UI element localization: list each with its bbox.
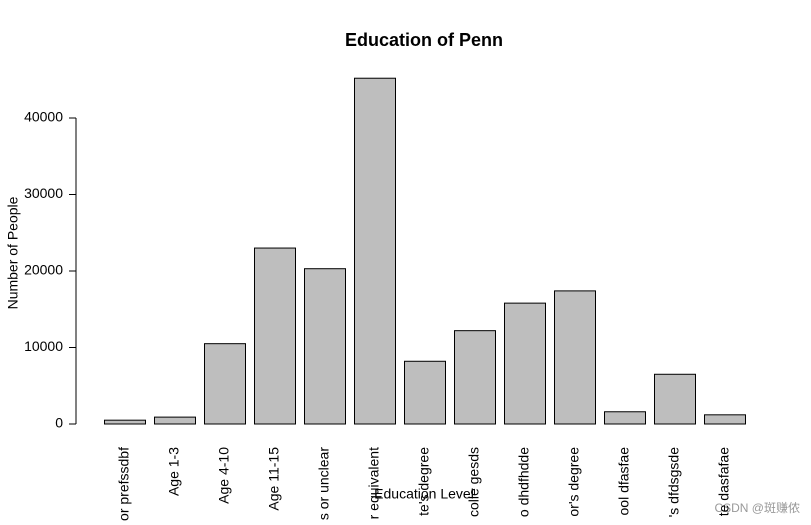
x-tick-label: te dasfafae	[716, 447, 732, 516]
y-tick-label: 0	[55, 415, 63, 431]
x-tick-label: ool dfasfae	[616, 447, 632, 516]
x-tick-label: 's dfdsgsde	[666, 447, 682, 518]
x-tick-label: s or unclear	[316, 447, 332, 520]
bar	[354, 77, 396, 425]
bar	[504, 302, 546, 425]
x-tick-label: Age 11-15	[266, 447, 282, 511]
y-tick-label: 40000	[24, 109, 63, 125]
chart-title: Education of Penn	[345, 30, 503, 50]
bar	[304, 268, 346, 425]
x-tick-label: or's degree	[566, 447, 582, 517]
x-tick-label: o dhdfhdde	[516, 447, 532, 517]
x-tick-label: Age 1-3	[166, 447, 182, 496]
x-tick-label: te's degree	[416, 447, 432, 516]
bar	[404, 360, 446, 425]
bar	[104, 419, 146, 425]
x-tick-label: Age 4-10	[216, 447, 232, 504]
x-tick-label: colle gesds	[466, 447, 482, 517]
bar	[654, 373, 696, 425]
y-tick-label: 10000	[24, 338, 63, 354]
y-tick-label: 20000	[24, 262, 63, 278]
y-tick-label: 30000	[24, 185, 63, 201]
bar	[254, 247, 296, 425]
bar	[604, 411, 646, 425]
y-axis-label: Number of People	[5, 196, 21, 309]
bar	[554, 290, 596, 425]
bar	[454, 330, 496, 425]
bar	[204, 343, 246, 425]
x-tick-label: or prefssdbf	[116, 447, 132, 521]
x-axis-label: Education Level	[374, 486, 474, 502]
bar	[154, 416, 196, 425]
watermark: CSDN @斑赚侬	[714, 500, 800, 515]
bar	[704, 414, 746, 425]
x-tick-label: r equivalent	[366, 447, 382, 519]
